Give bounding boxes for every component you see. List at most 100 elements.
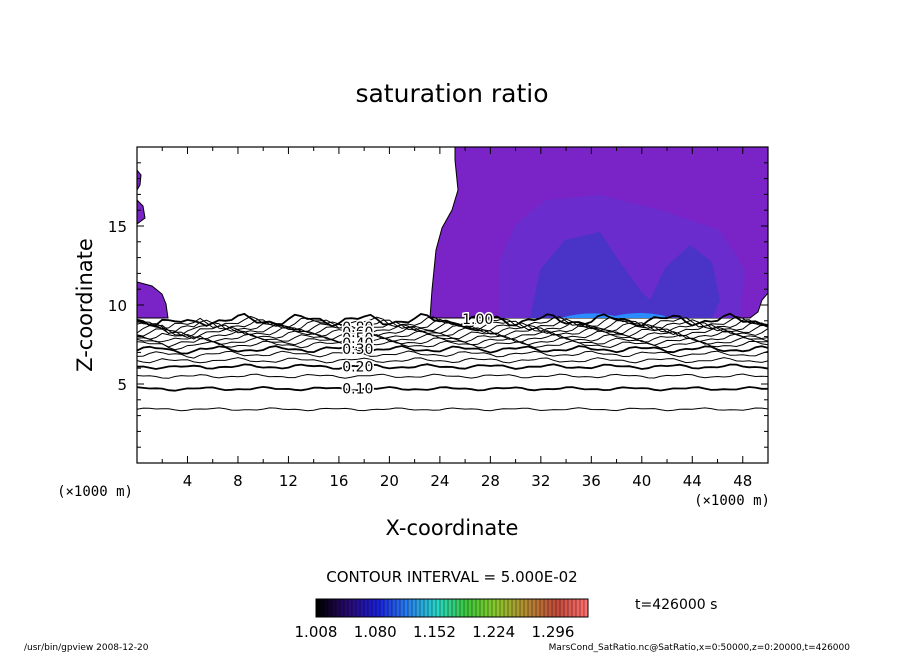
y-tick-label: 15 xyxy=(108,218,127,236)
colorbar-segment xyxy=(544,599,549,617)
colorbar-frame xyxy=(315,598,589,618)
colorbar-segment xyxy=(552,599,557,617)
contour-labels: 1.00 0.800.600.500.400.30 0.20 0.10 xyxy=(341,311,495,400)
colorbar-segment xyxy=(352,599,357,617)
contour-line xyxy=(137,312,768,328)
colorbar-tick-label: 1.080 xyxy=(354,623,397,641)
y-tick-label: 5 xyxy=(117,376,127,394)
contour-line xyxy=(137,345,768,355)
colorbar-ticks: 1.008 1.080 1.152 1.224 1.296 xyxy=(295,623,575,641)
x-tick-label: 36 xyxy=(582,472,601,490)
fill-region-left-upper xyxy=(137,169,142,191)
colorbar-tick-label: 1.008 xyxy=(295,623,338,641)
contour-line xyxy=(137,340,768,351)
colorbar-segment xyxy=(548,599,553,617)
colorbar-segment xyxy=(384,599,389,617)
colorbar-segment xyxy=(380,599,385,617)
colorbar-segment xyxy=(332,599,337,617)
colorbar-tick-label: 1.296 xyxy=(532,623,575,641)
contour-line xyxy=(137,363,768,370)
x-tick-label: 28 xyxy=(481,472,500,490)
colorbar-segment xyxy=(444,599,449,617)
x-tick-label: 16 xyxy=(329,472,348,490)
contour-lines xyxy=(137,312,768,412)
fill-region-left-mid xyxy=(137,199,146,225)
colorbar-segment xyxy=(412,599,417,617)
colorbar-segment xyxy=(520,599,525,617)
colorbar-segment xyxy=(472,599,477,617)
colorbar-segment xyxy=(536,599,541,617)
colorbar-segment xyxy=(484,599,489,617)
colorbar-segment xyxy=(328,599,333,617)
x-tick-label: 8 xyxy=(233,472,243,490)
contour-label: 0.40 xyxy=(342,336,373,352)
contour-label: 0.80 xyxy=(342,320,373,336)
colorbar-segment xyxy=(564,599,569,617)
colorbar-segment xyxy=(512,599,517,617)
y-axis-title: Z-coordinate xyxy=(73,238,97,372)
colorbar-segment xyxy=(516,599,521,617)
time-label: t=426000 s xyxy=(635,597,717,613)
colorbar-segment xyxy=(492,599,497,617)
colorbar-segment xyxy=(404,599,409,617)
colorbar-segment xyxy=(344,599,349,617)
colorbar-segment xyxy=(420,599,425,617)
colorbar-segment xyxy=(424,599,429,617)
colorbar-tick-label: 1.152 xyxy=(413,623,456,641)
fill-region-left-lower xyxy=(137,281,169,319)
colorbar-segment xyxy=(356,599,361,617)
colorbar-segment xyxy=(500,599,505,617)
contour-label: 0.60 xyxy=(342,325,373,341)
x-tick-label: 48 xyxy=(733,472,752,490)
colorbar-segment xyxy=(388,599,393,617)
colorbar-segment xyxy=(572,599,577,617)
colorbar-segment xyxy=(368,599,373,617)
footer-right: MarsCond_SatRatio.nc@SatRatio,x=0:50000,… xyxy=(549,643,851,653)
colorbar-segment xyxy=(408,599,413,617)
colorbar-segment xyxy=(464,599,469,617)
contour-label: 0.20 xyxy=(342,360,373,376)
colorbar-segment xyxy=(400,599,405,617)
colorbar xyxy=(315,599,589,617)
colorbar-segment xyxy=(448,599,453,617)
fill-region-peak xyxy=(560,313,665,318)
z-axis-unit: (×1000 m) xyxy=(57,484,133,500)
colorbar-segment xyxy=(580,599,585,617)
contour-line xyxy=(137,329,768,340)
contour-label: 1.00 xyxy=(462,312,493,328)
contour-line xyxy=(137,385,768,392)
colorbar-segment xyxy=(504,599,509,617)
x-tick-label: 4 xyxy=(183,472,193,490)
x-tick-label: 24 xyxy=(430,472,449,490)
colorbar-segment xyxy=(324,599,329,617)
x-axis-title: X-coordinate xyxy=(386,516,519,540)
colorbar-segment xyxy=(528,599,533,617)
x-tick-label: 40 xyxy=(632,472,651,490)
colorbar-segment xyxy=(468,599,473,617)
y-tick-label: 10 xyxy=(108,297,127,315)
colorbar-segment xyxy=(488,599,493,617)
x-tick-label: 20 xyxy=(380,472,399,490)
colorbar-segment xyxy=(480,599,485,617)
plot-area xyxy=(137,147,768,412)
y-axis: 5 10 15 xyxy=(108,162,768,448)
colorbar-segment xyxy=(452,599,457,617)
contour-line xyxy=(137,357,768,364)
colorbar-segment xyxy=(392,599,397,617)
colorbar-segment xyxy=(348,599,353,617)
colorbar-segment xyxy=(584,599,589,617)
colorbar-segment xyxy=(532,599,537,617)
contour-label: 0.30 xyxy=(342,342,373,358)
colorbar-segment xyxy=(336,599,341,617)
colorbar-segment xyxy=(560,599,565,617)
fill-region-deep xyxy=(530,232,720,318)
colorbar-segment xyxy=(524,599,529,617)
contour-label: 0.10 xyxy=(342,382,373,398)
colorbar-segment xyxy=(376,599,381,617)
colorbar-segment xyxy=(360,599,365,617)
colorbar-segment xyxy=(476,599,481,617)
x-axis-unit: (×1000 m) xyxy=(694,493,770,509)
contour-line xyxy=(137,407,768,412)
colorbar-segment xyxy=(432,599,437,617)
contour-line xyxy=(137,323,768,338)
